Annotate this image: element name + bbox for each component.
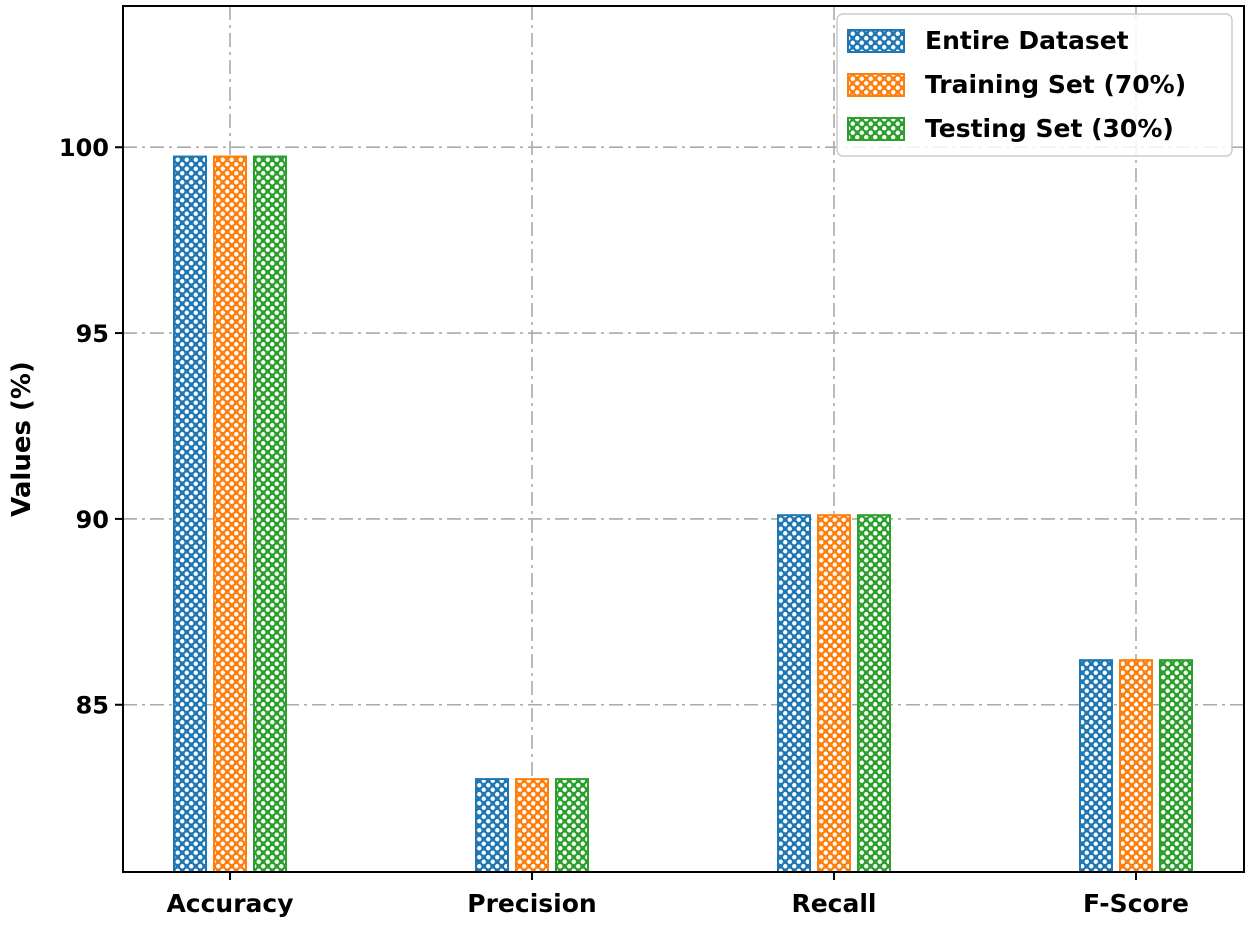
x-tick-label: F-Score [1083,889,1189,918]
bar-f-score-series-1 [1079,659,1113,874]
x-tick-label: Recall [791,889,876,918]
bar-accuracy-series-3 [253,155,287,873]
x-tick-label: Accuracy [166,889,293,918]
legend-entry: Entire Dataset [925,26,1129,55]
y-axis-label: Values (%) [7,361,37,517]
bar-precision-series-2 [515,778,549,873]
bar-f-score-series-3 [1159,659,1193,874]
bar-recall-series-3 [857,514,891,873]
bar-recall-series-1 [777,514,811,873]
x-tick-label: Precision [467,889,596,918]
y-tick-label: 90 [76,506,109,534]
y-tick-label: 100 [59,134,109,162]
y-axis: 85 90 95 100 [59,134,123,720]
legend-entry: Training Set (70%) [925,70,1186,99]
x-axis: Accuracy Precision Recall F-Score [166,872,1189,918]
legend: Entire Dataset Training Set (70%) Testing … [836,13,1233,157]
bar-f-score-series-2 [1119,659,1153,874]
legend-swatch [847,117,905,141]
bar-accuracy-series-2 [213,155,247,873]
bar-recall-series-2 [817,514,851,873]
plot-frame [122,5,1245,873]
legend-swatch [847,29,905,53]
bar-precision-series-3 [555,778,589,873]
y-tick-label: 85 [76,692,109,720]
bar-precision-series-1 [475,778,509,873]
legend-swatch [847,73,905,97]
bar-accuracy-series-1 [173,155,207,873]
legend-frame [836,13,1233,157]
legend-entry: Testing Set (30%) [925,114,1174,143]
y-tick-label: 95 [76,320,109,348]
bars [173,155,1193,874]
